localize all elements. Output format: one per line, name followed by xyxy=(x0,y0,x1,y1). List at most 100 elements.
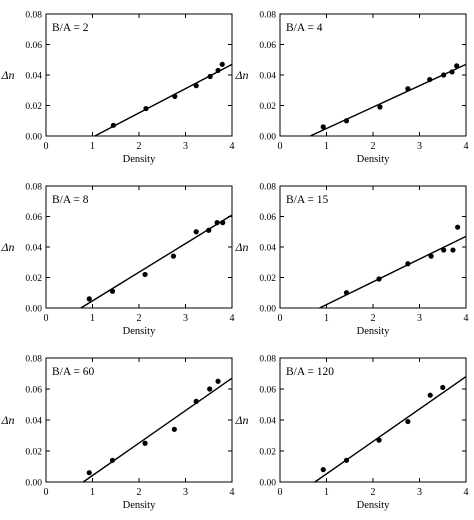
data-point xyxy=(427,392,433,398)
panel-label: B/A = 8 xyxy=(52,194,89,206)
data-point xyxy=(343,118,350,124)
data-point xyxy=(142,440,148,446)
x-tick-label: 2 xyxy=(137,313,142,324)
y-tick-label: 0.04 xyxy=(259,72,276,82)
x-tick-label: 4 xyxy=(230,313,235,324)
y-tick-label: 0.04 xyxy=(259,417,276,427)
data-point xyxy=(193,229,199,235)
x-tick-label: 4 xyxy=(230,487,235,498)
data-point xyxy=(193,398,199,404)
y-axis-label: Δn xyxy=(0,68,14,82)
y-tick-label: 0.02 xyxy=(259,102,276,112)
data-point xyxy=(320,467,326,473)
x-tick-label: 1 xyxy=(90,141,95,152)
data-point xyxy=(170,253,177,259)
data-point xyxy=(454,63,460,69)
y-axis-label: Δn xyxy=(234,68,248,82)
data-point xyxy=(172,93,178,99)
y-tick-label: 0.02 xyxy=(25,448,42,458)
x-tick-label: 2 xyxy=(137,141,142,152)
y-tick-label: 0.04 xyxy=(25,72,42,82)
x-tick-label: 2 xyxy=(371,141,376,152)
y-tick-label: 0.04 xyxy=(25,417,42,427)
data-point xyxy=(343,290,350,296)
y-tick-label: 0.00 xyxy=(25,133,42,143)
data-point xyxy=(405,261,411,267)
y-tick-label: 0.08 xyxy=(25,183,42,193)
y-tick-label: 0.02 xyxy=(259,274,276,284)
chart-panel: 0 1 2 3 4 0.00 0.02 0.04 0.06 0.08 Density Δn B/A = … xyxy=(234,355,468,512)
data-point xyxy=(376,437,382,443)
y-tick-label: 0.02 xyxy=(259,448,276,458)
panel-label: B/A = 120 xyxy=(286,366,334,378)
y-tick-label: 0.06 xyxy=(259,213,276,223)
y-tick-label: 0.02 xyxy=(25,274,42,284)
data-point xyxy=(193,83,199,89)
data-point xyxy=(207,386,213,392)
panel-label: B/A = 60 xyxy=(52,366,95,378)
y-tick-label: 0.04 xyxy=(259,244,276,254)
data-point xyxy=(405,86,411,92)
data-point xyxy=(405,418,411,425)
fit-line xyxy=(309,63,467,137)
y-tick-label: 0.00 xyxy=(25,305,42,315)
x-tick-label: 1 xyxy=(324,487,329,498)
x-tick-label: 1 xyxy=(324,141,329,152)
x-tick-label: 2 xyxy=(137,487,142,498)
y-tick-label: 0.06 xyxy=(25,41,42,51)
data-point xyxy=(455,224,461,230)
y-axis-label: Δn xyxy=(234,413,248,427)
data-point xyxy=(219,61,225,67)
x-tick-label: 3 xyxy=(417,487,422,498)
data-point xyxy=(441,72,447,78)
data-point xyxy=(441,247,447,253)
panel-label: B/A = 2 xyxy=(52,22,89,34)
x-tick-label: 4 xyxy=(464,313,469,324)
x-tick-label: 0 xyxy=(44,313,49,324)
x-tick-label: 0 xyxy=(44,487,49,498)
x-axis-label: Density xyxy=(357,500,390,511)
data-point xyxy=(143,105,149,112)
fit-line xyxy=(82,377,233,483)
y-tick-label: 0.08 xyxy=(25,355,42,365)
y-tick-label: 0.00 xyxy=(259,479,276,489)
x-axis-label: Density xyxy=(357,154,390,165)
x-tick-label: 4 xyxy=(464,487,469,498)
x-tick-label: 0 xyxy=(278,141,283,152)
y-tick-label: 0.00 xyxy=(25,479,42,489)
x-axis-label: Density xyxy=(123,154,156,165)
x-axis-label: Density xyxy=(123,500,156,511)
chart-panel: 0 1 2 3 4 0.00 0.02 0.04 0.06 0.08 Density Δn B/A = … xyxy=(0,355,234,512)
x-tick-label: 2 xyxy=(371,487,376,498)
x-tick-label: 1 xyxy=(324,313,329,324)
data-point xyxy=(214,220,220,226)
y-tick-label: 0.06 xyxy=(25,213,42,223)
x-axis-label: Density xyxy=(123,326,156,337)
data-point xyxy=(109,457,116,463)
y-tick-label: 0.00 xyxy=(259,305,276,315)
chart-panel: 0 1 2 3 4 0.00 0.02 0.04 0.06 0.08 Density Δn B/A = … xyxy=(234,11,468,166)
data-point xyxy=(109,288,116,294)
y-tick-label: 0.00 xyxy=(259,133,276,143)
data-point xyxy=(86,296,92,302)
fit-line xyxy=(314,376,467,483)
x-axis-label: Density xyxy=(357,326,390,337)
data-point xyxy=(142,271,148,278)
x-tick-label: 4 xyxy=(464,141,469,152)
x-tick-label: 0 xyxy=(278,487,283,498)
data-point xyxy=(110,122,117,128)
y-tick-label: 0.08 xyxy=(259,11,276,21)
fit-line xyxy=(319,235,467,309)
data-point xyxy=(171,426,177,432)
data-point xyxy=(343,457,350,463)
y-axis-label: Δn xyxy=(0,240,14,254)
y-tick-label: 0.04 xyxy=(25,244,42,254)
data-point xyxy=(428,253,434,259)
x-tick-label: 1 xyxy=(90,313,95,324)
chart-panel: 0 1 2 3 4 0.00 0.02 0.04 0.06 0.08 Density Δn B/A = … xyxy=(0,183,234,338)
data-point xyxy=(220,220,226,226)
y-tick-label: 0.06 xyxy=(259,41,276,51)
data-point xyxy=(86,470,92,476)
x-tick-label: 1 xyxy=(90,487,95,498)
y-tick-label: 0.06 xyxy=(259,386,276,396)
